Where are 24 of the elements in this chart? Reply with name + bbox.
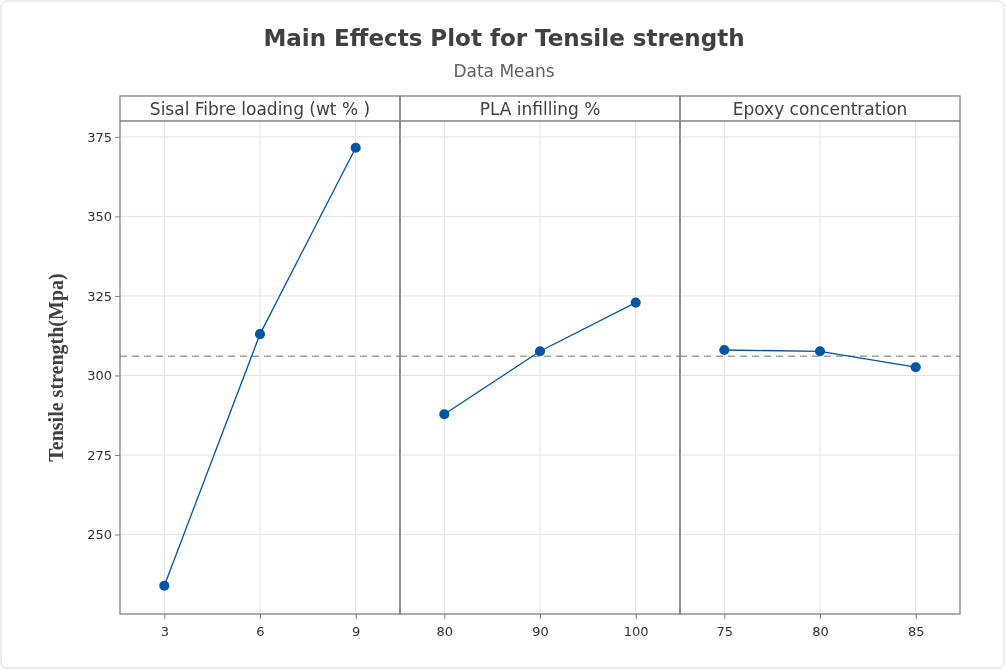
y-tick-label: 250 (87, 527, 112, 543)
x-tick-label: 75 (716, 624, 734, 640)
x-tick-label: 85 (907, 624, 925, 640)
text: Main Effects Plot for Tensile strength (263, 25, 745, 51)
x-tick-label: 90 (532, 624, 549, 640)
y-tick-label: 350 (87, 209, 112, 225)
y-tick-label: 375 (87, 129, 112, 145)
x-tick-label: 80 (436, 624, 454, 640)
x-tick-label: 80 (812, 624, 829, 640)
x-axis-title: Sisal Fibre loading (wt % ) (149, 99, 371, 119)
y-tick-label: 325 (87, 288, 112, 304)
y-axis-title: Tensile strength(Mpa) (45, 273, 68, 462)
x-tick-label: 9 (352, 624, 361, 640)
point (350, 142, 361, 153)
x-axis-title: PLA infilling % (479, 99, 601, 119)
y-tick-label: 300 (87, 368, 112, 384)
x-tick-label: 6 (256, 624, 265, 640)
x-tick-label: 3 (160, 624, 169, 640)
point (254, 329, 266, 340)
chart-subtitle: Data Means (453, 61, 555, 81)
y-tick-label: 275 (87, 447, 112, 463)
point (159, 580, 170, 591)
x-axis-title: Epoxy concentration (732, 99, 908, 119)
x-tick-label: 100 (623, 624, 649, 640)
